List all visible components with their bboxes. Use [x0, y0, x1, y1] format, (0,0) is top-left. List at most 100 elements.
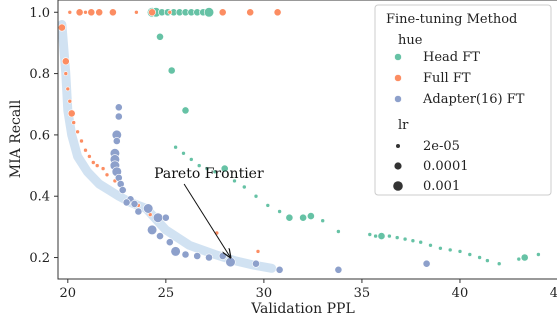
x-tick-label: 40	[452, 286, 469, 301]
data-point	[167, 10, 173, 15]
data-point	[225, 257, 236, 268]
legend-size-label: 2e-05	[423, 139, 460, 154]
annotation-arrow	[183, 183, 230, 258]
data-point	[181, 106, 190, 115]
x-tick-label: 30	[256, 286, 273, 301]
y-tick-label: 0.2	[29, 251, 50, 266]
data-point	[193, 252, 202, 260]
data-point	[156, 232, 164, 240]
data-point	[402, 236, 408, 242]
data-point	[485, 258, 490, 263]
data-point	[181, 250, 190, 259]
x-axis-label: Validation PPL	[250, 301, 355, 317]
data-point	[457, 249, 463, 254]
data-point	[306, 212, 315, 220]
data-point	[148, 8, 156, 17]
data-point	[220, 164, 229, 173]
data-point	[65, 86, 71, 92]
data-point	[428, 243, 433, 248]
data-point	[273, 8, 282, 17]
data-point	[447, 247, 453, 253]
data-point	[134, 10, 139, 15]
data-point	[109, 8, 117, 17]
data-point	[189, 157, 194, 162]
x-tick-label: 20	[60, 286, 77, 301]
data-point	[477, 255, 482, 260]
data-point	[71, 120, 76, 125]
legend-hue-entries: Head FT Full FT Adapter(16) FT	[394, 50, 525, 107]
series-2	[109, 103, 431, 274]
data-point	[122, 198, 131, 207]
legend-size-entries: 2e-05 0.0001 0.001	[393, 139, 469, 194]
data-point	[246, 8, 255, 17]
data-point	[156, 32, 164, 41]
data-point	[212, 169, 218, 174]
data-point	[87, 8, 96, 17]
data-point	[87, 154, 92, 159]
legend-hue-label: Head FT	[423, 50, 480, 65]
legend: Fine-tuning Method hue Head FT Full FT Ada…	[374, 4, 552, 196]
data-point	[114, 103, 123, 112]
data-point	[242, 184, 247, 190]
y-tick-label: 0.8	[29, 67, 50, 82]
y-axis-ticks: 0.2 0.4 0.6 0.8 1.0	[29, 6, 58, 266]
data-point	[95, 8, 104, 17]
data-point	[377, 232, 386, 240]
data-point	[152, 212, 164, 223]
y-tick-label: 1.0	[29, 6, 50, 21]
legend-size-header: lr	[398, 118, 409, 133]
data-point	[336, 229, 341, 234]
data-point	[61, 57, 70, 66]
data-point	[367, 232, 373, 237]
legend-box	[374, 4, 552, 196]
data-point	[320, 218, 326, 223]
y-tick-label: 0.6	[29, 128, 50, 143]
data-point	[299, 213, 307, 222]
data-point	[536, 252, 541, 257]
x-axis-ticks: 20 25 30 35 40 45	[60, 279, 557, 301]
data-point	[165, 238, 174, 247]
data-point	[203, 7, 215, 18]
legend-hue-label: Full FT	[423, 71, 471, 86]
data-point	[232, 178, 237, 184]
data-point	[130, 199, 139, 208]
data-point	[204, 166, 210, 171]
scatter-points	[58, 7, 541, 274]
legend-hue-marker	[394, 95, 402, 103]
x-tick-label: 45	[550, 286, 557, 301]
data-point	[83, 10, 88, 15]
data-point	[134, 207, 143, 216]
pareto-frontier-annotation: Pareto Frontier	[154, 166, 264, 258]
data-point	[94, 163, 100, 168]
data-point	[143, 203, 154, 214]
data-point	[438, 246, 443, 251]
data-point	[277, 209, 282, 214]
data-point	[275, 265, 284, 274]
data-point	[265, 203, 271, 208]
data-point	[83, 147, 88, 153]
data-point	[218, 252, 227, 260]
data-point	[516, 256, 522, 262]
data-point	[205, 253, 213, 262]
data-point	[255, 249, 261, 254]
data-point	[170, 246, 181, 257]
data-point	[373, 233, 378, 239]
data-point	[285, 213, 294, 222]
data-point	[422, 259, 431, 268]
legend-size-marker	[394, 162, 402, 170]
data-point	[167, 66, 176, 75]
data-point	[334, 265, 343, 274]
legend-size-label: 0.001	[423, 179, 460, 194]
data-point	[253, 193, 259, 199]
data-point	[161, 213, 170, 222]
x-tick-label: 35	[354, 286, 371, 301]
legend-hue-marker	[394, 53, 402, 61]
data-point	[467, 252, 473, 257]
data-point	[112, 137, 121, 145]
data-point	[252, 259, 260, 268]
y-axis-label: MIA Recall	[8, 99, 24, 178]
legend-hue-marker	[394, 74, 402, 82]
data-point	[173, 144, 178, 150]
data-point	[496, 261, 502, 267]
data-point	[75, 8, 84, 17]
